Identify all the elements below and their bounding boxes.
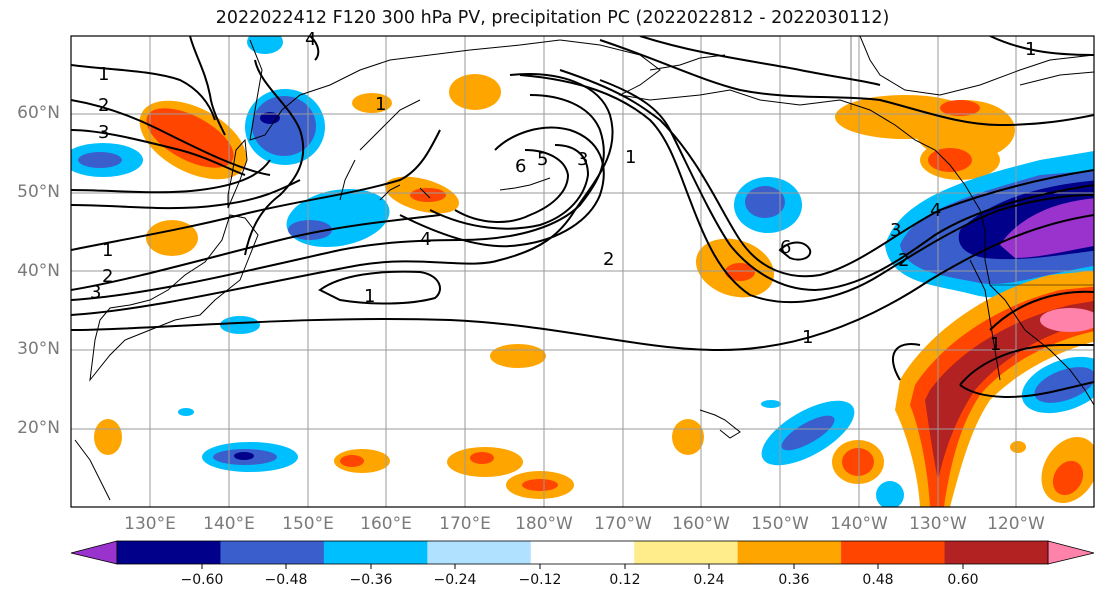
colorbar-swatch xyxy=(634,541,739,564)
contour-label: 3 xyxy=(90,282,101,303)
contour-label: 1 xyxy=(802,327,813,348)
precip-blob xyxy=(1021,356,1094,414)
map-title: 2022022412 F120 300 hPa PV, precipitatio… xyxy=(215,8,890,28)
lon-label: 140°E xyxy=(203,514,255,534)
colorbar-swatch xyxy=(117,541,221,564)
contour-label: 6 xyxy=(515,156,526,177)
colorbar-tick-label: 0.48 xyxy=(862,572,894,588)
precip-blob xyxy=(449,74,501,110)
lon-label: 160°E xyxy=(360,514,412,534)
precip-blob xyxy=(94,419,122,455)
contour-label: 5 xyxy=(537,149,548,170)
precip-blob xyxy=(1041,437,1094,503)
colorbar-tick-label: −0.12 xyxy=(518,572,562,588)
lon-label: 150°E xyxy=(282,514,334,534)
contour-label: 1 xyxy=(102,240,113,261)
precip-blob xyxy=(835,95,1015,180)
colorbar-swatch xyxy=(427,541,532,564)
colorbar-extend-low xyxy=(70,540,118,565)
precip-blob xyxy=(220,316,260,334)
contour-label: 3 xyxy=(98,122,109,143)
precip-blob xyxy=(832,440,884,484)
precip-blob xyxy=(146,220,198,256)
pv-contours xyxy=(71,36,1094,398)
contour-label: 1 xyxy=(625,147,636,168)
colorbar-tick-label: −0.24 xyxy=(433,572,477,588)
lon-label: 170°W xyxy=(594,514,652,534)
colorbar-swatches xyxy=(117,541,1049,564)
colorbar-swatch xyxy=(323,541,428,564)
contour-label: 1 xyxy=(98,64,109,85)
precip-blob xyxy=(895,270,1094,507)
lat-label: 40°N xyxy=(17,261,60,281)
precip-blob xyxy=(1010,441,1026,453)
precip-blob xyxy=(506,471,574,499)
precip-blob xyxy=(761,400,781,408)
precip-blob xyxy=(761,400,855,466)
contour-label: 6 xyxy=(780,237,791,258)
colorbar-tick-label: 0.36 xyxy=(778,572,810,588)
precip-blob xyxy=(202,442,298,472)
lon-label: 150°W xyxy=(751,514,809,534)
pv-contour-labels: 1 2 3 1 2 3 4 1 4 6 5 3 1 2 6 4 3 2 1 1 … xyxy=(90,29,1036,355)
contour-label: 2 xyxy=(603,249,614,270)
map-frame xyxy=(70,35,1095,508)
lon-label: 160°W xyxy=(672,514,730,534)
precip-blob xyxy=(385,176,459,214)
colorbar-swatch xyxy=(530,541,635,564)
lat-label: 50°N xyxy=(17,182,60,202)
precip-blob xyxy=(876,481,904,507)
contour-label: 1 xyxy=(364,286,375,307)
lat-label: 30°N xyxy=(17,339,60,359)
colorbar-ticks xyxy=(201,564,964,569)
colorbar-swatch xyxy=(220,541,325,564)
precip-blob xyxy=(447,447,523,477)
colorbar-tick-label: 0.60 xyxy=(947,572,979,588)
colorbar-tick-label: −0.48 xyxy=(264,572,308,588)
colorbar-extend-high xyxy=(1047,540,1095,565)
precip-blob xyxy=(695,238,775,298)
contour-label: 2 xyxy=(98,95,109,116)
colorbar-outline xyxy=(116,540,1049,565)
precip-blob xyxy=(352,93,392,113)
lat-label: 20°N xyxy=(17,418,60,438)
lon-label: 120°W xyxy=(987,514,1045,534)
colorbar-swatch xyxy=(944,541,1049,564)
precip-blob xyxy=(734,177,802,233)
lat-label: 60°N xyxy=(17,103,60,123)
colorbar-swatch xyxy=(737,541,842,564)
contour-label: 3 xyxy=(577,149,588,170)
contour-label: 2 xyxy=(102,266,113,287)
precip-blob xyxy=(334,449,390,473)
lon-label: 130°W xyxy=(909,514,967,534)
precip-blob xyxy=(139,100,247,180)
contour-label: 3 xyxy=(890,220,901,241)
precip-blob xyxy=(672,419,704,455)
contour-label: 1 xyxy=(990,334,1001,355)
precipitation-shading xyxy=(71,36,1094,507)
colorbar xyxy=(70,540,1095,569)
colorbar-tick-label: −0.36 xyxy=(349,572,393,588)
precip-blob xyxy=(178,408,194,416)
contour-label: 4 xyxy=(305,29,316,50)
colorbar-tick-label: −0.60 xyxy=(180,572,224,588)
contour-label: 1 xyxy=(375,94,386,115)
contour-label: 1 xyxy=(1025,39,1036,60)
contour-label: 2 xyxy=(898,250,909,271)
contour-label: 4 xyxy=(930,200,941,221)
contour-label: 4 xyxy=(420,229,431,250)
colorbar-tick-label: 0.12 xyxy=(609,572,641,588)
lon-label: 180°W xyxy=(515,514,573,534)
lon-label: 170°E xyxy=(439,514,491,534)
precip-blob xyxy=(245,89,325,165)
colorbar-swatch xyxy=(841,541,946,564)
precip-blob xyxy=(71,143,143,177)
colorbar-tick-label: 0.24 xyxy=(693,572,725,588)
lon-label: 140°W xyxy=(830,514,888,534)
lon-label: 130°E xyxy=(124,514,176,534)
precip-blob xyxy=(490,344,546,368)
precip-blob xyxy=(247,36,283,54)
